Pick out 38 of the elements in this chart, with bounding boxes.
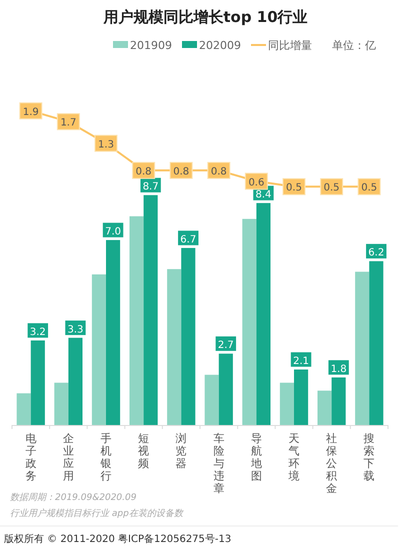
data-label: 1.9: [22, 106, 39, 118]
data-label: 1.7: [60, 118, 76, 129]
data-label: 7.0: [105, 226, 122, 238]
x-tick-label: 短视频: [138, 432, 150, 470]
legend-label: 201909: [130, 39, 172, 52]
x-tick-label: 企业应用: [62, 432, 74, 482]
data-label: 2.7: [218, 340, 234, 352]
x-tick-label: 车险与违章: [213, 432, 224, 495]
data-label: 0.8: [173, 166, 190, 178]
data-label: 0.5: [361, 182, 378, 194]
y-axis-title: 单位：亿: [332, 39, 376, 52]
x-tick-label: 导航地图: [250, 432, 262, 482]
data-label: 1.3: [98, 139, 114, 150]
data-label: 0.5: [324, 182, 340, 194]
x-tick-label: 手机银行: [100, 432, 112, 482]
x-tick-label: 社保公积金: [326, 432, 338, 495]
data-label: 3.3: [67, 324, 84, 336]
data-label: 0.5: [286, 182, 302, 194]
data-label: 0.8: [210, 166, 227, 178]
x-tick-label: 浏览器: [176, 432, 187, 470]
legend-label: 同比增量: [268, 39, 312, 52]
legend-label: 202009: [199, 39, 241, 52]
data-label: 0.6: [248, 177, 264, 188]
text: 行业用户规模指目标行业 app在装的设备数: [10, 508, 184, 519]
data-label: 3.2: [30, 326, 46, 338]
text: 版权所有 © 2011-2020 粤ICP备12056275号-13: [4, 533, 232, 545]
data-label: 8.7: [142, 182, 159, 193]
x-tick-label: 天气环境: [288, 432, 300, 482]
x-tick-label: 电子政务: [25, 432, 36, 482]
x-tick-label: 搜索下载: [364, 432, 375, 482]
data-label: 6.2: [368, 248, 384, 259]
data-label: 8.4: [255, 190, 272, 201]
data-label: 0.8: [136, 166, 152, 178]
data-label: 6.7: [180, 234, 196, 246]
data-label: 1.8: [330, 364, 347, 375]
chart-title: 用户规模同比增长top 10行业: [102, 8, 308, 26]
text: 数据周期：2019.09&2020.09: [10, 492, 137, 503]
data-label: 2.1: [293, 356, 310, 368]
